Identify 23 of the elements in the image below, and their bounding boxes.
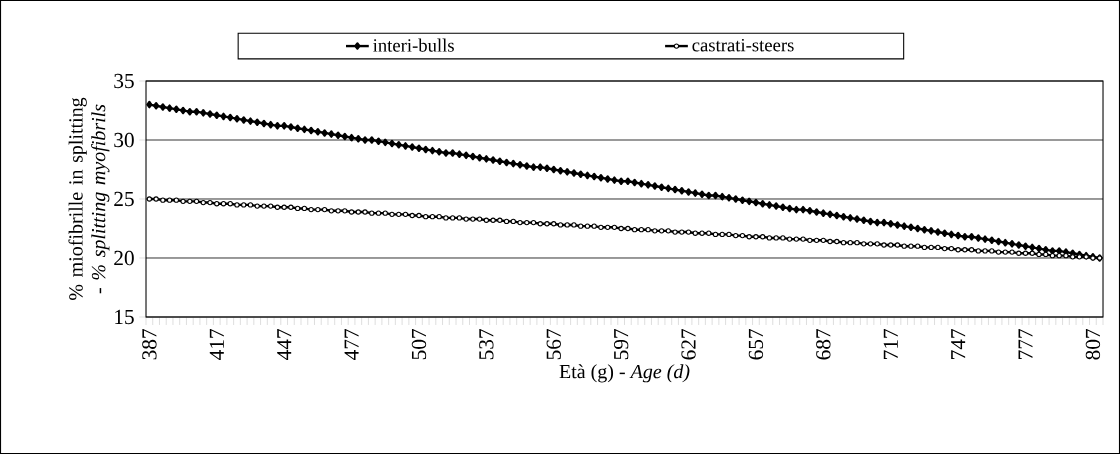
x-tick-label: 687 bbox=[816, 328, 831, 360]
x-tick-label: 507 bbox=[411, 328, 427, 360]
x-tick-label: 567 bbox=[546, 328, 561, 360]
x-tick-label: 477 bbox=[344, 328, 359, 360]
x-tick-label: 717 bbox=[883, 328, 898, 359]
x-tick-label: 657 bbox=[748, 328, 764, 360]
x-tick-label: 387 bbox=[142, 328, 157, 360]
x-tick-label: 537 bbox=[479, 328, 494, 360]
legend-label: castrati-steers bbox=[692, 38, 794, 52]
x-tick-label: 447 bbox=[277, 328, 292, 360]
y-tick-label: 20 bbox=[114, 250, 134, 266]
x-tick-label: 627 bbox=[681, 328, 696, 360]
y-tick-label: 35 bbox=[114, 73, 134, 89]
y-tick-label: 25 bbox=[114, 191, 134, 207]
x-tick-label: 417 bbox=[209, 328, 224, 360]
x-tick-label: 807 bbox=[1085, 328, 1101, 360]
legend-label: interi-bulls bbox=[373, 38, 454, 52]
y-tick-label: 15 bbox=[115, 309, 134, 325]
y-tick-label: 30 bbox=[114, 132, 134, 148]
x-tick-label: 747 bbox=[951, 328, 966, 359]
x-axis-title: Età (g) - Age (d) bbox=[559, 364, 690, 383]
x-tick-label: 597 bbox=[613, 328, 629, 360]
x-tick-label: 777 bbox=[1018, 328, 1033, 359]
